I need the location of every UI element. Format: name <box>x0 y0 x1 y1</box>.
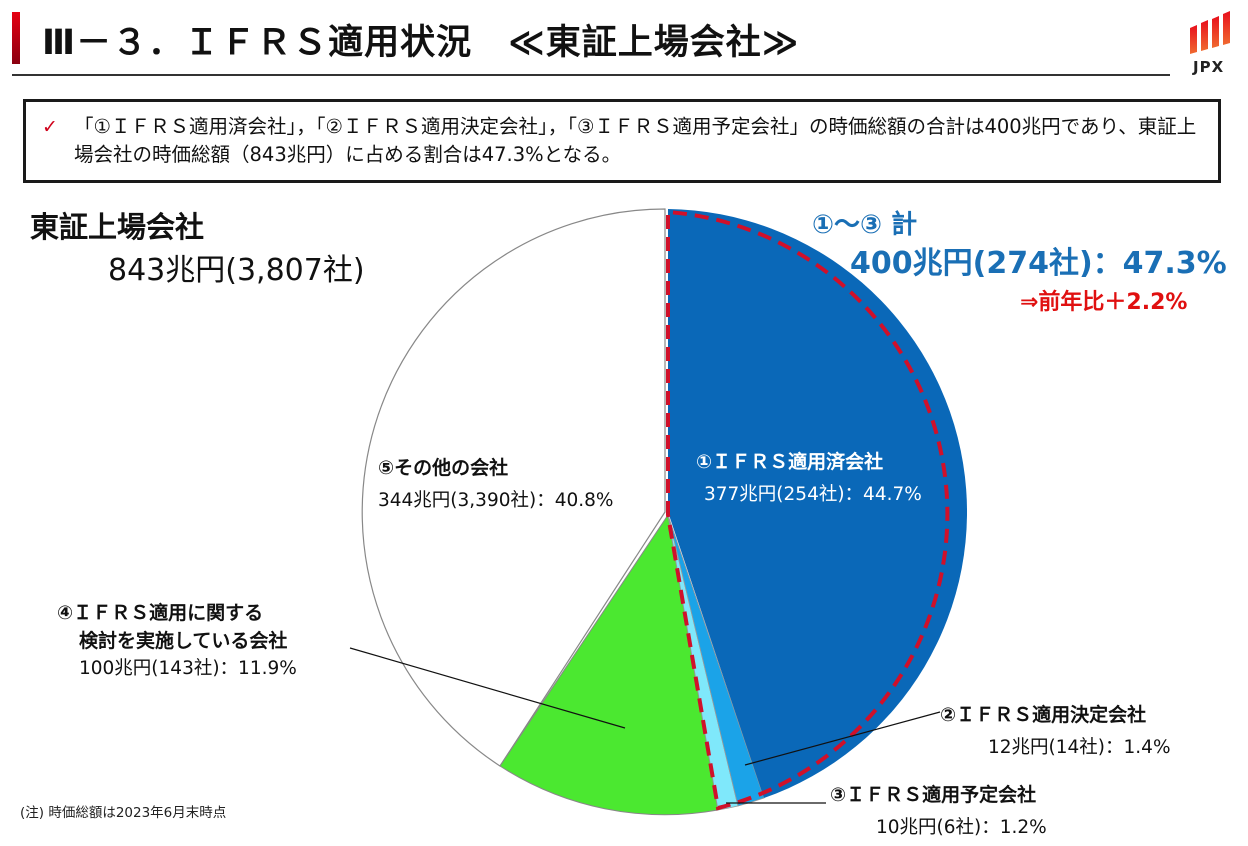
highlight-border <box>666 209 950 811</box>
summary-box: ✓ 「①ＩＦＲＳ適用済会社」，「②ＩＦＲＳ適用決定会社」，「③ＩＦＲＳ適用予定会… <box>23 99 1221 183</box>
slice-decided <box>667 514 765 807</box>
summary-text: 「①ＩＦＲＳ適用済会社」，「②ＩＦＲＳ適用決定会社」，「③ＩＦＲＳ適用予定会社」… <box>74 115 1197 166</box>
label-considering-title1: ④ＩＦＲＳ適用に関する <box>57 602 264 624</box>
label-decided-title: ②ＩＦＲＳ適用決定会社 <box>940 704 1147 726</box>
yoy-change: ⇒前年比＋2.2% <box>1020 290 1188 315</box>
slice-others <box>361 208 666 767</box>
label-others: ⑤その他の会社 344兆円(3,390社)：40.8% <box>378 453 613 512</box>
title-accent-bar <box>12 12 20 64</box>
total-value: 400兆円(274社)：47.3% <box>850 246 1227 281</box>
label-decided-value: 12兆円(14社)：1.4% <box>988 737 1171 758</box>
label-applied-value: 377兆円(254社)：44.7% <box>704 484 922 505</box>
logo-text: JPX <box>1193 58 1225 76</box>
market-value: 843兆円(3,807社) <box>108 253 365 288</box>
label-others-title: ⑤その他の会社 <box>378 457 509 479</box>
label-planned: ③ＩＦＲＳ適用予定会社 10兆円(6社)：1.2% <box>830 780 1047 839</box>
label-planned-value: 10兆円(6社)：1.2% <box>876 817 1047 838</box>
slice-considering <box>499 513 719 816</box>
label-applied: ①ＩＦＲＳ適用済会社 377兆円(254社)：44.7% <box>696 447 922 506</box>
slice-applied <box>668 209 968 798</box>
page-title: Ⅲ－３．ＩＦＲＳ適用状況 ≪東証上場会社≫ <box>42 23 800 63</box>
label-considering-value: 100兆円(143社)：11.9% <box>79 658 297 679</box>
footnote: (注) 時価総額は2023年6月末時点 <box>20 805 227 821</box>
label-considering-title2: 検討を実施している会社 <box>79 630 288 652</box>
label-decided: ②ＩＦＲＳ適用決定会社 12兆円(14社)：1.4% <box>940 700 1171 759</box>
label-others-value: 344兆円(3,390社)：40.8% <box>378 490 614 511</box>
label-applied-title: ①ＩＦＲＳ適用済会社 <box>696 451 884 473</box>
total-label: ①～③ 計 <box>812 210 918 240</box>
label-considering: ④ＩＦＲＳ適用に関する 検討を実施している会社 100兆円(143社)：11.9… <box>57 598 297 680</box>
check-icon: ✓ <box>42 116 58 138</box>
jpx-logo-icon <box>1190 11 1230 54</box>
label-planned-title: ③ＩＦＲＳ適用予定会社 <box>830 784 1037 806</box>
title-divider <box>12 74 1170 76</box>
market-label: 東証上場会社 <box>30 210 205 244</box>
